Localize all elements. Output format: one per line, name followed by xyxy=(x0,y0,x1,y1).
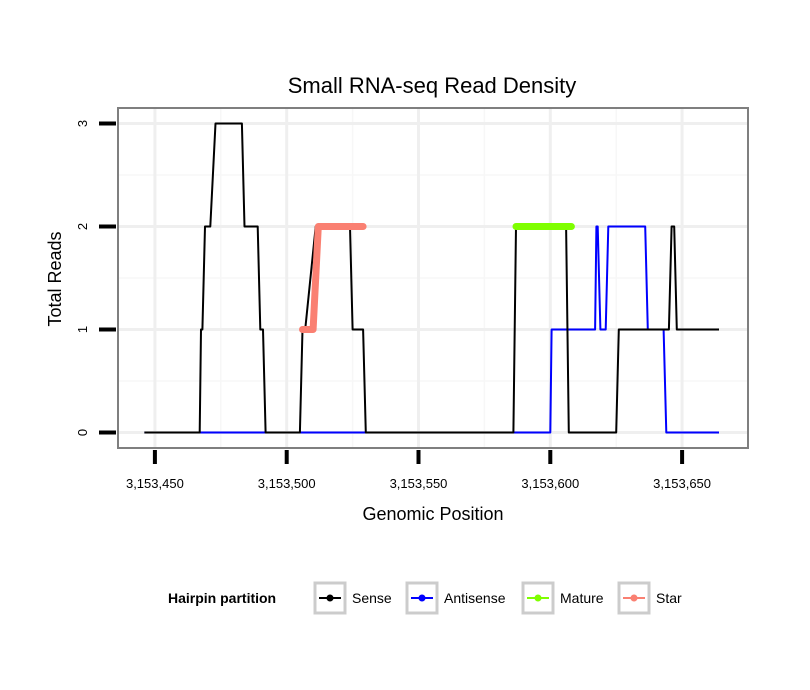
series-line-sense xyxy=(144,122,719,434)
legend-label-star: Star xyxy=(656,590,682,606)
legend-label-antisense: Antisense xyxy=(444,590,506,606)
series-line-star xyxy=(299,223,367,333)
y-tick-label: 2 xyxy=(75,223,90,230)
legend-entries: Sense Antisense Mature Star xyxy=(313,581,682,615)
legend-label-sense: Sense xyxy=(352,590,392,606)
x-tick-label: 3,153,550 xyxy=(390,476,448,491)
legend-entry-mature: Mature xyxy=(521,581,604,615)
x-tick-label: 3,153,650 xyxy=(653,476,711,491)
y-tick-label: 3 xyxy=(75,120,90,127)
legend-entry-antisense: Antisense xyxy=(405,581,506,615)
legend-key-marker-star xyxy=(630,594,638,602)
y-axis: 0 1 2 3 xyxy=(75,120,116,436)
plot-border xyxy=(117,107,749,449)
legend-key-marker-sense xyxy=(326,594,334,602)
chart-title: Small RNA-seq Read Density xyxy=(288,73,577,98)
x-axis: 3,153,450 3,153,500 3,153,550 3,153,600 3,15… xyxy=(126,450,711,491)
series-star xyxy=(299,223,367,333)
grid xyxy=(118,108,748,448)
x-tick-label: 3,153,600 xyxy=(521,476,579,491)
y-tick-label: 1 xyxy=(75,326,90,333)
series-sense xyxy=(144,122,719,434)
legend-key-marker-antisense xyxy=(418,594,426,602)
x-axis-label: Genomic Position xyxy=(362,504,503,524)
legend-title: Hairpin partition xyxy=(168,590,276,606)
legend-entry-sense: Sense xyxy=(313,581,392,615)
y-axis-label: Total Reads xyxy=(45,231,65,326)
legend-key-marker-mature xyxy=(534,594,542,602)
series-layer xyxy=(144,122,719,434)
legend-entry-star: Star xyxy=(617,581,682,615)
y-tick-label: 0 xyxy=(75,429,90,436)
legend-label-mature: Mature xyxy=(560,590,604,606)
legend: Hairpin partition Sense Antisense Mature St… xyxy=(168,581,682,615)
x-tick-label: 3,153,500 xyxy=(258,476,316,491)
x-tick-label: 3,153,450 xyxy=(126,476,184,491)
